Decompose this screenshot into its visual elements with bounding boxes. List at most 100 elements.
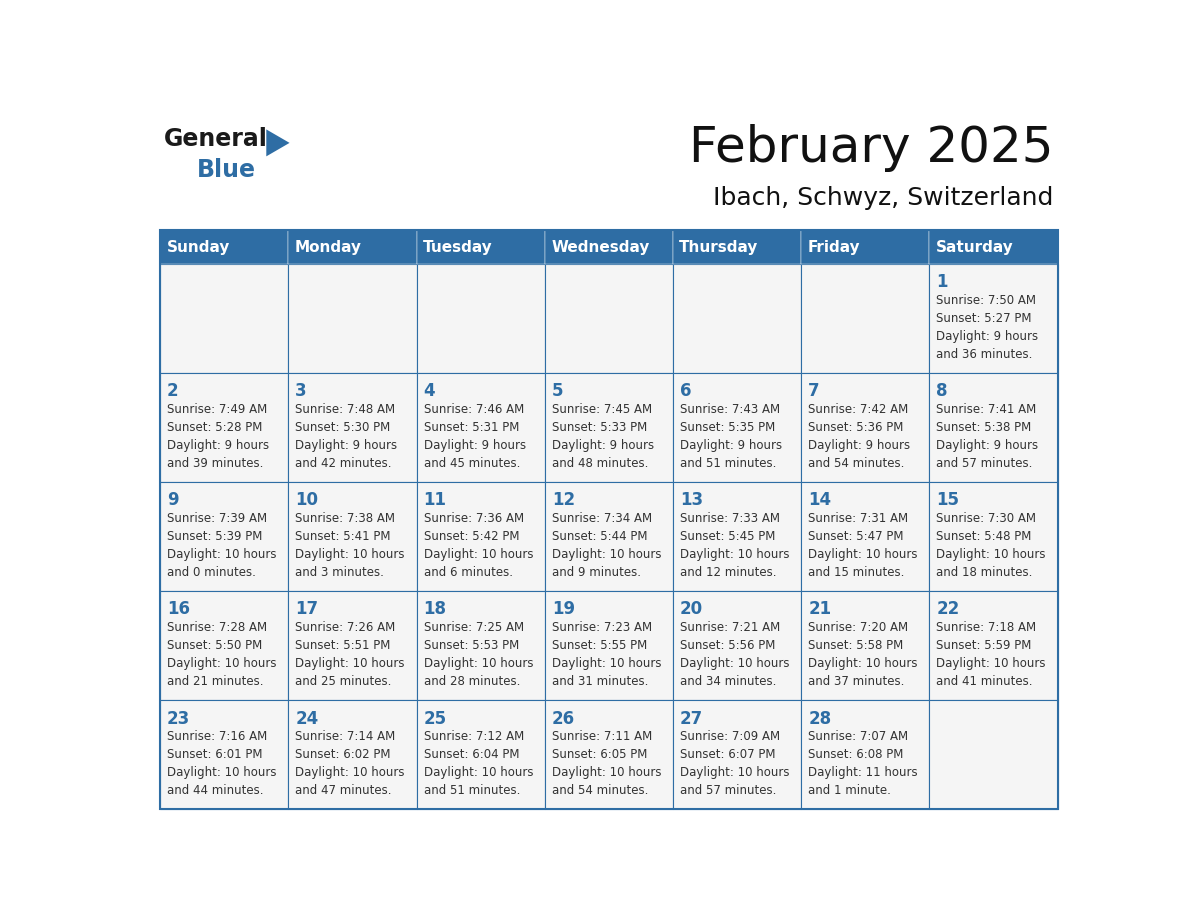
Text: Daylight: 10 hours: Daylight: 10 hours	[296, 767, 405, 779]
Text: Daylight: 10 hours: Daylight: 10 hours	[551, 548, 662, 561]
Bar	[545, 591, 672, 700]
Text: 8: 8	[936, 383, 948, 400]
Text: Sunrise: 7:43 AM: Sunrise: 7:43 AM	[680, 403, 781, 416]
Text: Sunset: 6:07 PM: Sunset: 6:07 PM	[680, 748, 776, 761]
Text: Sunrise: 7:33 AM: Sunrise: 7:33 AM	[680, 512, 781, 525]
Text: and 21 minutes.: and 21 minutes.	[168, 675, 264, 688]
Text: and 31 minutes.: and 31 minutes.	[551, 675, 649, 688]
Bar	[929, 700, 1057, 810]
Text: 25: 25	[423, 710, 447, 728]
Text: Daylight: 10 hours: Daylight: 10 hours	[936, 548, 1045, 561]
Bar	[417, 700, 545, 810]
Text: and 54 minutes.: and 54 minutes.	[808, 457, 904, 470]
Text: and 48 minutes.: and 48 minutes.	[551, 457, 649, 470]
Bar	[160, 591, 289, 700]
Text: 22: 22	[936, 600, 960, 619]
Text: Daylight: 10 hours: Daylight: 10 hours	[551, 767, 662, 779]
Bar	[160, 230, 1057, 810]
Text: Daylight: 10 hours: Daylight: 10 hours	[551, 657, 662, 670]
Text: 13: 13	[680, 491, 703, 509]
Bar	[801, 230, 929, 264]
Text: Daylight: 10 hours: Daylight: 10 hours	[808, 657, 917, 670]
Text: Daylight: 9 hours: Daylight: 9 hours	[423, 439, 525, 452]
Text: 18: 18	[423, 600, 447, 619]
Bar	[929, 374, 1057, 482]
Text: Daylight: 11 hours: Daylight: 11 hours	[808, 767, 918, 779]
Bar	[289, 230, 417, 264]
Text: Sunrise: 7:14 AM: Sunrise: 7:14 AM	[296, 730, 396, 744]
Text: Sunset: 5:50 PM: Sunset: 5:50 PM	[168, 639, 263, 652]
Text: Sunset: 5:30 PM: Sunset: 5:30 PM	[296, 421, 391, 434]
Text: and 12 minutes.: and 12 minutes.	[680, 566, 777, 579]
Text: 16: 16	[168, 600, 190, 619]
Text: 3: 3	[296, 383, 307, 400]
Polygon shape	[266, 129, 290, 156]
Text: 9: 9	[168, 491, 178, 509]
Bar	[801, 700, 929, 810]
Text: Sunset: 5:48 PM: Sunset: 5:48 PM	[936, 530, 1031, 543]
Bar	[801, 264, 929, 374]
Text: 14: 14	[808, 491, 832, 509]
Text: Sunrise: 7:07 AM: Sunrise: 7:07 AM	[808, 730, 909, 744]
Text: Daylight: 9 hours: Daylight: 9 hours	[296, 439, 398, 452]
Bar	[801, 374, 929, 482]
Bar	[929, 230, 1057, 264]
Text: Wednesday: Wednesday	[551, 240, 650, 254]
Bar	[289, 374, 417, 482]
Text: Daylight: 10 hours: Daylight: 10 hours	[168, 548, 277, 561]
Text: Sunset: 5:51 PM: Sunset: 5:51 PM	[296, 639, 391, 652]
Text: Daylight: 9 hours: Daylight: 9 hours	[808, 439, 910, 452]
Text: Sunrise: 7:09 AM: Sunrise: 7:09 AM	[680, 730, 781, 744]
Text: Sunrise: 7:26 AM: Sunrise: 7:26 AM	[296, 621, 396, 634]
Text: Daylight: 10 hours: Daylight: 10 hours	[168, 657, 277, 670]
Text: Sunrise: 7:34 AM: Sunrise: 7:34 AM	[551, 512, 652, 525]
Text: Sunset: 5:58 PM: Sunset: 5:58 PM	[808, 639, 903, 652]
Text: Sunrise: 7:30 AM: Sunrise: 7:30 AM	[936, 512, 1036, 525]
Text: and 25 minutes.: and 25 minutes.	[296, 675, 392, 688]
Text: Daylight: 9 hours: Daylight: 9 hours	[551, 439, 653, 452]
Text: Sunset: 6:02 PM: Sunset: 6:02 PM	[296, 748, 391, 761]
Text: Saturday: Saturday	[936, 240, 1013, 254]
Text: Sunrise: 7:18 AM: Sunrise: 7:18 AM	[936, 621, 1036, 634]
Text: and 36 minutes.: and 36 minutes.	[936, 348, 1032, 361]
Text: Sunset: 5:55 PM: Sunset: 5:55 PM	[551, 639, 647, 652]
Bar	[289, 591, 417, 700]
Text: and 1 minute.: and 1 minute.	[808, 784, 891, 797]
Text: 2: 2	[168, 383, 178, 400]
Text: Sunset: 5:47 PM: Sunset: 5:47 PM	[808, 530, 904, 543]
Text: Daylight: 10 hours: Daylight: 10 hours	[680, 657, 790, 670]
Text: Daylight: 10 hours: Daylight: 10 hours	[423, 657, 533, 670]
Bar	[289, 482, 417, 591]
Text: 4: 4	[423, 383, 435, 400]
Text: Daylight: 10 hours: Daylight: 10 hours	[168, 767, 277, 779]
Text: Sunset: 5:31 PM: Sunset: 5:31 PM	[423, 421, 519, 434]
Text: Daylight: 10 hours: Daylight: 10 hours	[808, 548, 917, 561]
Text: Blue: Blue	[196, 158, 255, 182]
Text: Sunset: 6:08 PM: Sunset: 6:08 PM	[808, 748, 904, 761]
Text: Daylight: 10 hours: Daylight: 10 hours	[423, 767, 533, 779]
Text: Sunset: 6:01 PM: Sunset: 6:01 PM	[168, 748, 263, 761]
Text: Sunday: Sunday	[166, 240, 230, 254]
Bar	[801, 591, 929, 700]
Text: Sunset: 5:45 PM: Sunset: 5:45 PM	[680, 530, 776, 543]
Bar	[417, 591, 545, 700]
Text: Sunrise: 7:46 AM: Sunrise: 7:46 AM	[423, 403, 524, 416]
Text: Sunrise: 7:48 AM: Sunrise: 7:48 AM	[296, 403, 396, 416]
Text: Sunset: 5:38 PM: Sunset: 5:38 PM	[936, 421, 1031, 434]
Bar	[545, 264, 672, 374]
Text: 19: 19	[551, 600, 575, 619]
Text: Sunset: 5:53 PM: Sunset: 5:53 PM	[423, 639, 519, 652]
Text: Sunset: 5:59 PM: Sunset: 5:59 PM	[936, 639, 1031, 652]
Text: and 47 minutes.: and 47 minutes.	[296, 784, 392, 797]
Text: 5: 5	[551, 383, 563, 400]
Text: Daylight: 9 hours: Daylight: 9 hours	[680, 439, 782, 452]
Bar	[545, 700, 672, 810]
Bar	[289, 264, 417, 374]
Text: and 41 minutes.: and 41 minutes.	[936, 675, 1032, 688]
Text: and 15 minutes.: and 15 minutes.	[808, 566, 904, 579]
Text: General: General	[164, 127, 267, 151]
Bar	[289, 700, 417, 810]
Bar	[672, 264, 801, 374]
Text: Sunrise: 7:49 AM: Sunrise: 7:49 AM	[168, 403, 267, 416]
Text: 1: 1	[936, 274, 948, 291]
